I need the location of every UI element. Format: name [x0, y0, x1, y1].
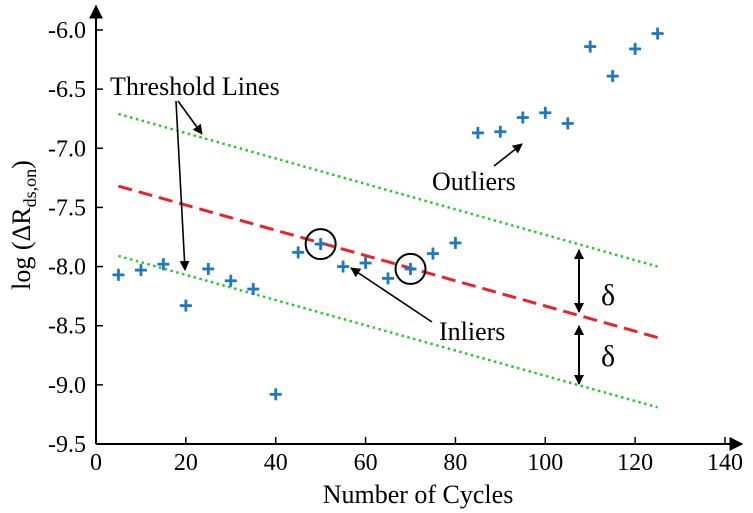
- data-point: [516, 111, 529, 124]
- threshold-arrow-upper: [177, 100, 203, 135]
- y-tick-label: -6.5: [48, 77, 86, 103]
- y-axis-title-subscript: ds,on: [20, 169, 40, 208]
- outliers-arrow: [493, 143, 523, 167]
- data-point: [494, 125, 507, 138]
- y-tick-label: -7.0: [48, 136, 86, 162]
- y-axis-title: log (ΔRds,on): [7, 160, 40, 290]
- data-point: [404, 262, 417, 275]
- fit-line: [118, 184, 659, 339]
- y-axis-title-prefix: log (ΔR: [7, 207, 36, 290]
- y-tick-label: -8.5: [48, 314, 86, 340]
- y-tick-label: -6.0: [48, 18, 86, 44]
- data-point: [337, 260, 350, 273]
- data-point: [606, 70, 619, 83]
- axes: [89, 4, 744, 451]
- x-axis-title: Number of Cycles: [323, 480, 514, 509]
- points-layer: [112, 27, 664, 401]
- data-point: [247, 283, 260, 296]
- delta-label-upper: δ: [601, 279, 615, 312]
- x-tick-label: 100: [527, 450, 563, 476]
- threshold-line: [118, 112, 658, 268]
- threshold-lines-label: Threshold Lines: [110, 72, 280, 101]
- circled-points-layer: [304, 228, 427, 285]
- highlight-circle: [394, 252, 427, 285]
- x-tick-label: 20: [174, 450, 198, 476]
- data-point: [179, 299, 192, 312]
- x-tick-label: 120: [617, 450, 653, 476]
- x-tick-label: 60: [354, 450, 378, 476]
- x-tick-label: 80: [443, 450, 467, 476]
- data-point: [651, 27, 664, 40]
- data-point: [134, 264, 147, 277]
- data-point: [382, 272, 395, 285]
- x-tick-label: 0: [90, 450, 102, 476]
- y-tick-label: -9.5: [48, 432, 86, 458]
- data-point: [157, 258, 170, 271]
- y-tick-label: -8.0: [48, 255, 86, 281]
- data-point: [292, 246, 305, 259]
- data-point: [449, 236, 462, 249]
- data-point: [269, 388, 282, 401]
- delta-label-lower: δ: [601, 340, 615, 373]
- data-point: [112, 268, 125, 281]
- y-tick-label: -9.0: [48, 373, 86, 399]
- data-point: [561, 117, 574, 130]
- data-point: [539, 106, 552, 119]
- data-point: [426, 247, 439, 260]
- data-point: [314, 238, 327, 251]
- data-point: [584, 40, 597, 53]
- outliers-label: Outliers: [432, 167, 516, 196]
- y-axis-title-suffix: ): [7, 160, 36, 169]
- x-tick-label: 140: [707, 450, 743, 476]
- y-ticks: -6.0 -6.5 -7.0 -7.5 -8.0 -8.5 -9.0 -9.5: [48, 18, 103, 458]
- lines-layer: [118, 112, 659, 409]
- y-tick-label: -7.5: [48, 195, 86, 221]
- data-point: [629, 42, 642, 55]
- highlight-circle: [304, 228, 337, 261]
- x-tick-label: 40: [264, 450, 288, 476]
- data-point: [471, 126, 484, 139]
- annotations: Threshold Lines Outliers Inliers δ δ: [110, 72, 615, 385]
- x-ticks: 0 20 40 60 80 100 120 140: [90, 437, 743, 476]
- inliers-arrow: [350, 267, 433, 323]
- data-point: [224, 274, 237, 287]
- inliers-label: Inliers: [439, 317, 505, 346]
- data-point: [359, 257, 372, 270]
- threshold-arrow-lower: [175, 100, 190, 271]
- data-point: [202, 262, 215, 275]
